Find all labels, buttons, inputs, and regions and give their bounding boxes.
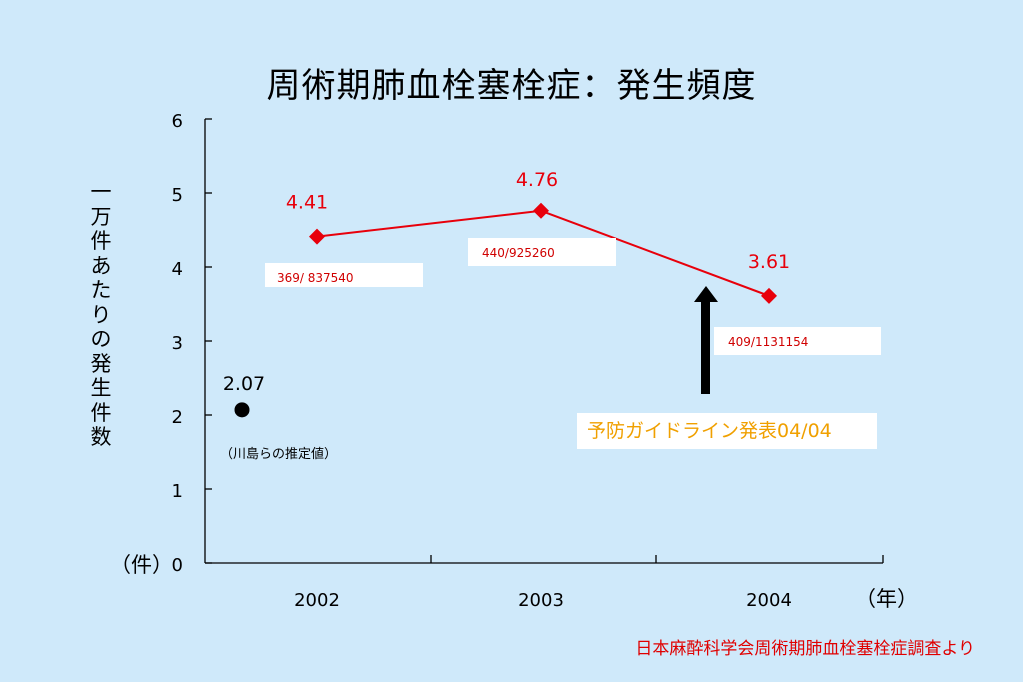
y-tick-label: 6 xyxy=(172,111,183,132)
y-tick-label: 2 xyxy=(172,407,183,428)
x-axis-unit: （年） xyxy=(855,587,918,611)
x-tick-label: 2002 xyxy=(294,590,340,611)
up-arrow-shaft xyxy=(701,300,710,394)
y-tick-label: 1 xyxy=(172,481,183,502)
guideline-annotation: 予防ガイドライン発表04/04 xyxy=(577,413,877,449)
data-label: 3.61 xyxy=(748,251,790,273)
y-axis-unit: （件） xyxy=(110,553,173,577)
estimate-label: 2.07 xyxy=(223,373,265,395)
estimate-note: （川島らの推定値） xyxy=(220,447,338,462)
source-note: 日本麻酔科学会周術期肺血栓塞栓症調査より xyxy=(635,639,975,659)
y-tick-label: 5 xyxy=(172,185,183,206)
fraction-label-2002: 369/ 837540 xyxy=(265,263,423,287)
y-tick-label: 4 xyxy=(172,259,183,280)
data-point xyxy=(761,287,777,304)
estimate-point xyxy=(234,402,250,418)
y-tick-label: 0 xyxy=(172,555,183,576)
data-point xyxy=(533,202,549,219)
up-arrow-icon xyxy=(694,286,718,302)
data-label: 4.41 xyxy=(286,192,328,214)
y-tick-label: 3 xyxy=(172,333,183,354)
data-point xyxy=(309,228,325,245)
chart-title: 周術期肺血栓塞栓症：発生頻度 xyxy=(266,66,757,106)
x-tick-label: 2003 xyxy=(518,590,564,611)
fraction-label-2003: 440/925260 xyxy=(468,238,616,266)
fraction-label-2004: 409/1131154 xyxy=(714,327,881,355)
data-label: 4.76 xyxy=(516,169,558,191)
y-axis-label: 一万件あたりの発生件数 xyxy=(90,180,112,449)
x-tick-label: 2004 xyxy=(746,590,792,611)
